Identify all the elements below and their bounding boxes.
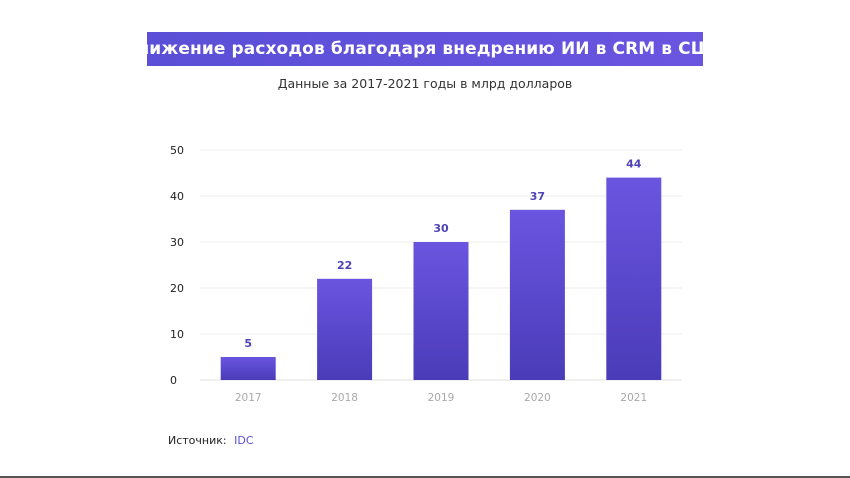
y-tick-label: 0 [170, 374, 177, 387]
value-label: 44 [626, 158, 642, 171]
value-label: 5 [244, 337, 252, 350]
x-tick-label: 2020 [524, 392, 551, 404]
source-value: IDC [234, 434, 254, 447]
y-tick-label: 20 [170, 282, 184, 295]
bar-2020 [509, 209, 565, 380]
x-tick-label: 2019 [428, 392, 455, 404]
y-tick-label: 40 [170, 190, 184, 203]
x-tick-label: 2018 [331, 392, 358, 404]
bar-2021 [606, 177, 662, 380]
y-tick-label: 50 [170, 144, 184, 157]
bar-2019 [413, 242, 469, 380]
bar-2018 [317, 278, 373, 380]
y-tick-label: 30 [170, 236, 184, 249]
bottom-divider [0, 476, 850, 478]
y-tick-label: 10 [170, 328, 184, 341]
bar-2017 [220, 357, 276, 380]
value-labels: 5 22 30 37 44 [244, 158, 641, 350]
source-note: Источник: IDC [168, 434, 254, 447]
source-label: Источник: [168, 434, 227, 447]
chart-title: Снижение расходов благодаря внедрению ИИ… [125, 32, 725, 66]
x-tick-label: 2021 [620, 392, 647, 404]
value-label: 37 [530, 190, 545, 203]
value-label: 22 [337, 259, 352, 272]
x-axis: 2017 2018 2019 2020 2021 [235, 392, 647, 404]
value-label: 30 [433, 222, 449, 235]
y-axis: 0 10 20 30 40 50 [170, 144, 184, 387]
bars [220, 177, 662, 380]
chart-subtitle: Данные за 2017-2021 годы в млрд долларов [277, 76, 573, 91]
x-tick-label: 2017 [235, 392, 262, 404]
